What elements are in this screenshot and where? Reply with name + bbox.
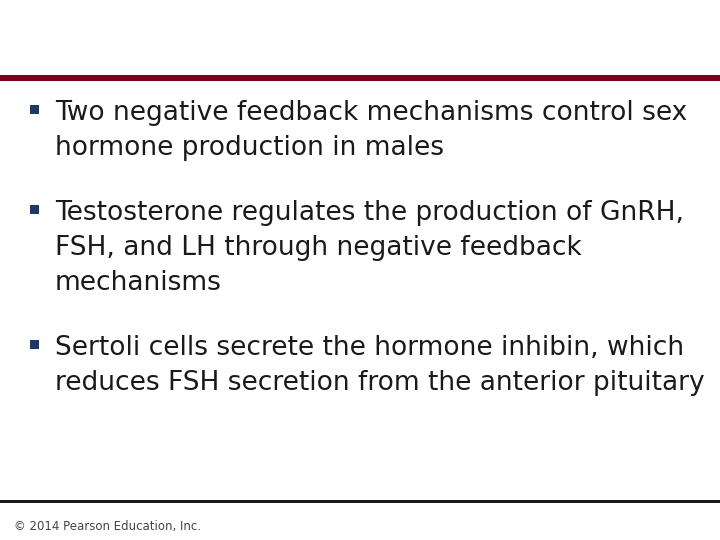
Bar (0, 75, 720, 81)
Text: Two negative feedback mechanisms control sex: Two negative feedback mechanisms control… (55, 100, 688, 126)
Text: mechanisms: mechanisms (55, 270, 222, 296)
Text: Testosterone regulates the production of GnRH,: Testosterone regulates the production of… (55, 200, 684, 226)
Text: © 2014 Pearson Education, Inc.: © 2014 Pearson Education, Inc. (14, 520, 201, 533)
Bar (30, 105, 39, 114)
Bar (30, 340, 39, 349)
Text: Sertoli cells secrete the hormone inhibin, which: Sertoli cells secrete the hormone inhibi… (55, 335, 684, 361)
Text: FSH, and LH through negative feedback: FSH, and LH through negative feedback (55, 235, 582, 261)
Text: reduces FSH secretion from the anterior pituitary: reduces FSH secretion from the anterior … (55, 370, 705, 396)
Bar (0, 500, 720, 503)
Text: hormone production in males: hormone production in males (55, 135, 444, 161)
Bar (30, 205, 39, 214)
